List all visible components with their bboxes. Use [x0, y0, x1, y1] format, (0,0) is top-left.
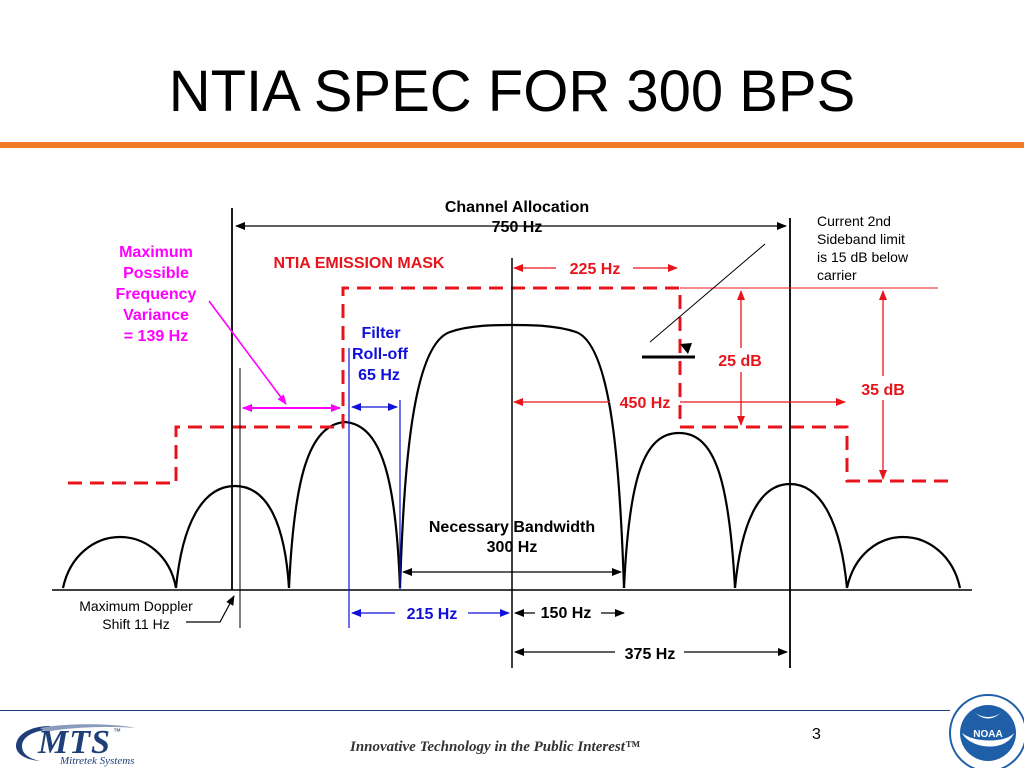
footer-divider [0, 710, 950, 711]
filter-line3: 65 Hz [358, 367, 400, 384]
filter-line1: Filter [361, 325, 400, 342]
sideband-note-line4: carrier [817, 267, 857, 283]
right-lobe-2 [733, 482, 849, 589]
hz225-label: 225 Hz [570, 261, 621, 278]
hz450-label: 450 Hz [620, 395, 671, 412]
doppler-pointer [186, 595, 235, 623]
bandwidth-label: Necessary Bandwidth [429, 519, 595, 536]
variance-line1: Maximum [119, 244, 193, 261]
left-lobe-3 [61, 535, 178, 589]
mask-label: NTIA EMISSION MASK [274, 255, 445, 272]
doppler-line2: Shift 11 Hz [102, 616, 169, 632]
slide-title: NTIA SPEC FOR 300 BPS [168, 59, 856, 124]
doppler-line1: Maximum Doppler [79, 598, 193, 614]
noaa-seal-label: NOAA [973, 729, 1002, 740]
page-number: 3 [812, 726, 821, 743]
title-divider [0, 142, 1024, 148]
db35-label: 35 dB [861, 382, 905, 399]
right-lobe-1 [622, 431, 737, 589]
mts-logo-swoosh [16, 724, 135, 761]
channel-allocation-value: 750 Hz [492, 219, 543, 236]
hz215-label: 215 Hz [407, 606, 458, 623]
left-lobe-1 [287, 420, 402, 589]
variance-line3: Frequency [116, 286, 197, 303]
mts-logo-text: MTS [38, 724, 111, 761]
sideband-note-line2: Sideband limit [817, 231, 905, 247]
left-lobe-2 [174, 484, 291, 589]
variance-line2: Possible [123, 265, 189, 282]
sideband-pointer [680, 343, 692, 354]
hz375-label: 375 Hz [625, 646, 676, 663]
sideband-callout-line [649, 243, 766, 343]
right-lobe-3 [845, 535, 962, 589]
variance-line4: Variance [123, 307, 189, 324]
bandwidth-value: 300 Hz [487, 539, 538, 556]
db25-label: 25 dB [718, 353, 762, 370]
footer-tagline: Innovative Technology in the Public Inte… [350, 739, 640, 755]
filter-line2: Roll-off [352, 346, 409, 363]
sideband-note-line1: Current 2nd [817, 213, 891, 229]
channel-allocation-label: Channel Allocation [445, 199, 589, 216]
hz150-label: 150 Hz [541, 605, 592, 622]
sideband-note-line3: is 15 dB below [817, 249, 909, 265]
variance-pointer [208, 300, 287, 405]
mts-trademark: ™ [113, 727, 121, 736]
noaa-seal-icon: NOAA [949, 694, 1024, 768]
mts-logo-subtitle: Mitretek Systems [60, 755, 135, 767]
ntia-mask-diagram: Channel Allocation 750 Hz NTIA EMISSION … [52, 199, 972, 668]
variance-line5: = 139 Hz [124, 328, 188, 345]
